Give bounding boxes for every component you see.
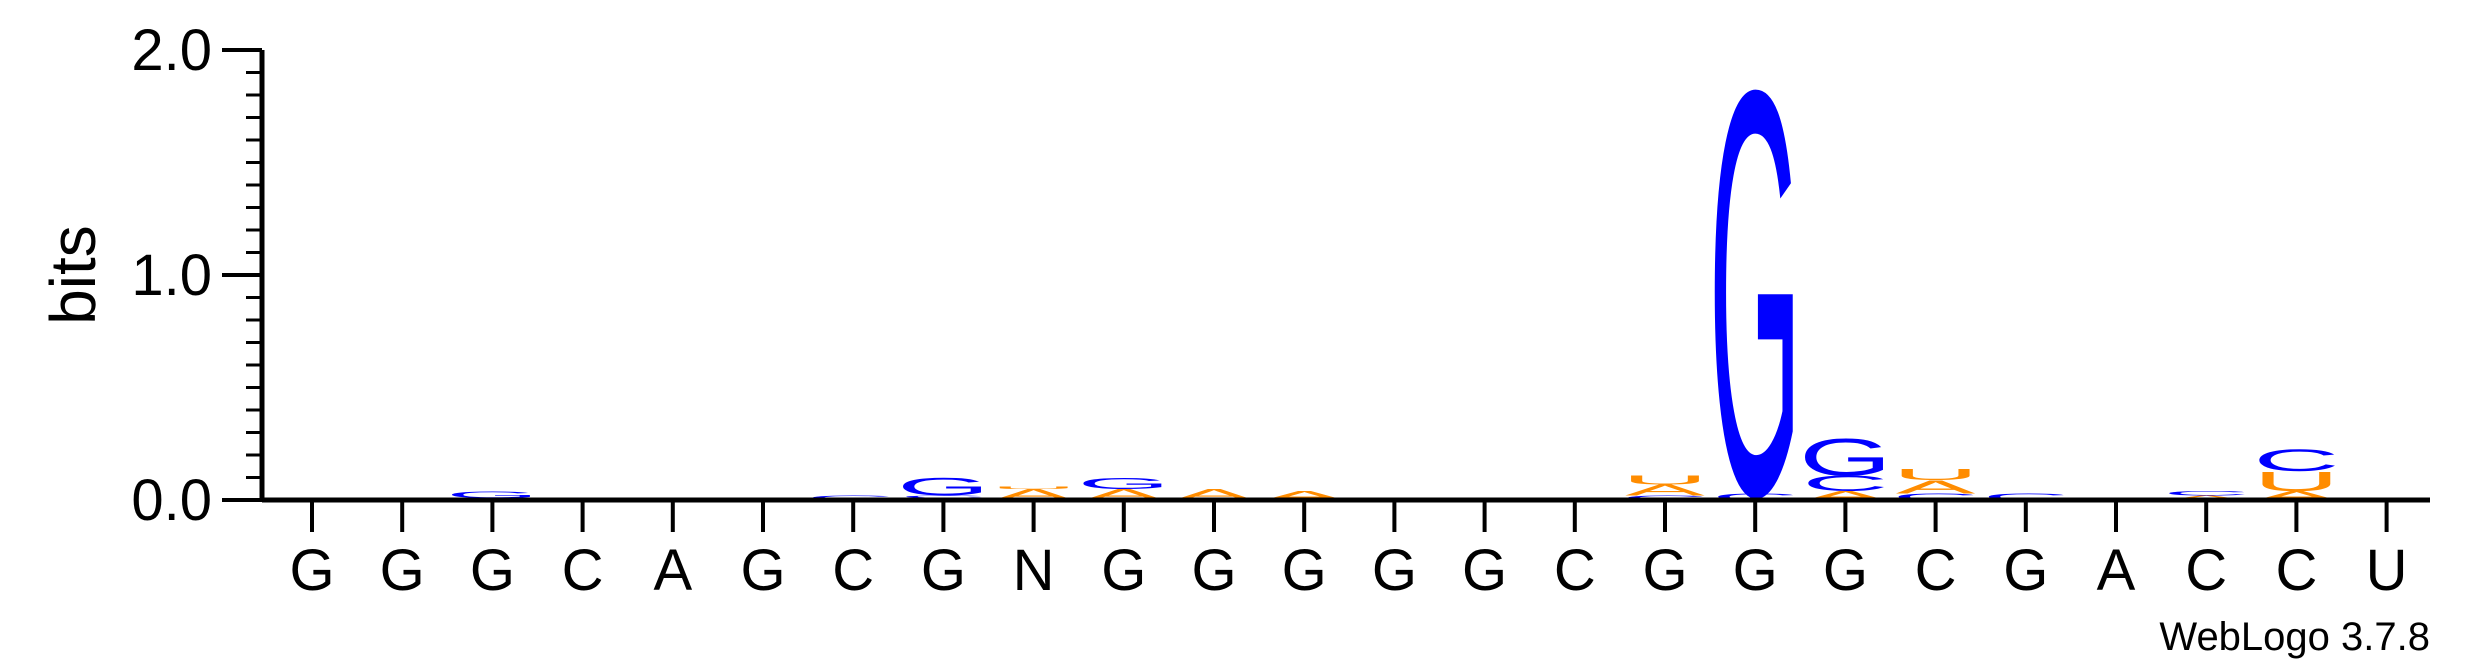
logo-letter-C: C [2163,490,2249,497]
logo-letter-U: U [1892,466,1978,483]
y-tick-label: 2.0 [131,18,212,83]
x-tick-label: G [1462,538,1507,603]
x-tick-label: G [380,538,425,603]
credit-label: WebLogo 3.7.8 [2159,615,2430,659]
x-tick-label: G [1101,538,1146,603]
logo-letter-G: G [446,489,539,500]
logo-letter-C: C [1802,471,1888,495]
logo-letter-G: G [897,473,990,501]
y-ticks: 0.0 1.0 2.0 [131,18,262,533]
x-tick-label: G [740,538,785,603]
x-tick-label: C [2185,538,2227,603]
logo-letter-U: U [990,486,1076,489]
logo-letter-C: C [1983,491,2069,502]
y-axis-title: bits [37,225,109,325]
logo-letter-C: C [1712,491,1798,502]
x-tick-label: G [470,538,515,603]
x-tick-label: G [1733,538,1778,603]
x-tick-label: G [289,538,334,603]
logo-letter-A: A [1625,482,1705,499]
x-tick-label: G [1282,538,1327,603]
x-tick-label: G [2003,538,2048,603]
logo-letter-U: U [1622,473,1708,487]
y-tick-label: 1.0 [131,243,212,308]
logo-letter-C: C [2253,443,2339,478]
logo-letter-U: U [2253,466,2339,497]
x-tick-label: N [1013,538,1055,603]
x-tick-label: U [2366,538,2408,603]
x-tick-label: C [2275,538,2317,603]
x-tick-label: C [832,538,874,603]
x-tick-label: C [1915,538,1957,603]
x-tick-label: G [1642,538,1687,603]
x-tick-label: G [921,538,966,603]
x-tick-label: C [1554,538,1596,603]
x-tick-label: G [1372,538,1417,603]
logo-letter-C: C [900,495,986,498]
x-tick-label: A [2097,538,2136,603]
logo-letter-A: A [1896,477,1976,498]
y-tick-label: 0.0 [131,468,212,533]
logo-letter-C: C [1892,491,1978,502]
x-tick-label: G [1191,538,1236,603]
logo-letter-G: G [1077,475,1170,492]
x-tick-label: C [562,538,604,603]
x-tick-label: A [653,538,692,603]
x-tick-label: G [1823,538,1868,603]
logo-letter-G: G [1799,427,1892,487]
